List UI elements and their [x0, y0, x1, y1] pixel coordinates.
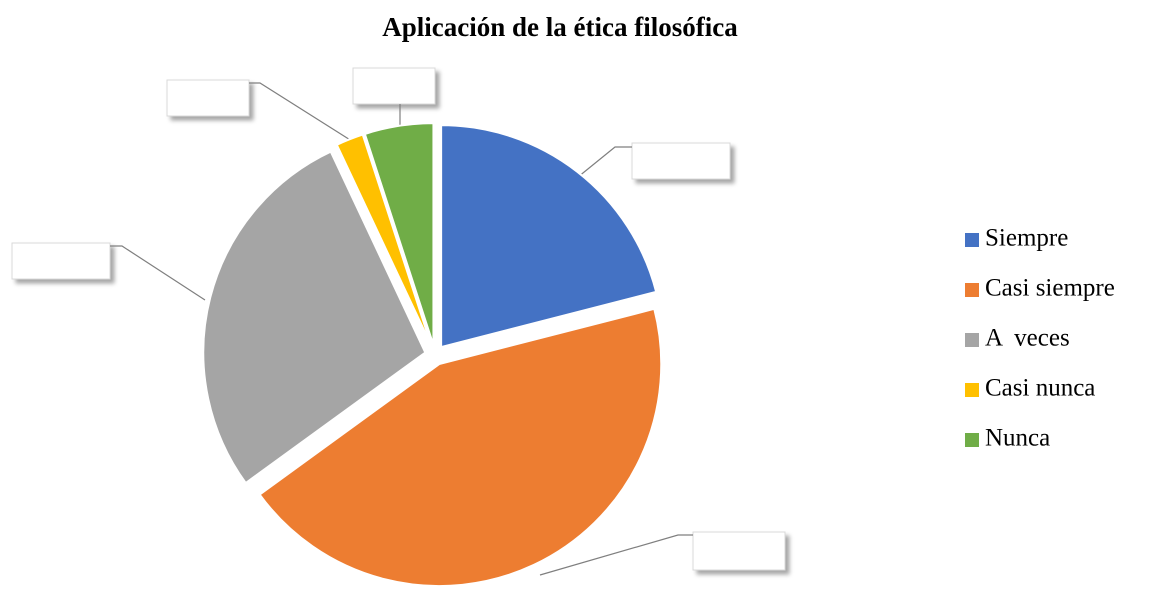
- leader-line: [110, 245, 206, 301]
- legend-swatch: [965, 233, 979, 247]
- legend-label: A veces: [985, 325, 1070, 352]
- pie-slice: [440, 124, 658, 349]
- legend-swatch: [965, 283, 979, 297]
- pie-slice: [202, 150, 427, 485]
- pie-slice: [363, 122, 435, 346]
- legend-label: Casi nunca: [985, 375, 1095, 402]
- legend-label: Nunca: [985, 425, 1050, 452]
- legend-swatch: [965, 383, 979, 397]
- chart-title: Aplicación de la ética filosófica: [382, 12, 738, 42]
- pie-slice: [335, 133, 433, 347]
- leader-line: [539, 534, 693, 576]
- label-box: [11, 242, 111, 280]
- pie-slice: [258, 307, 663, 588]
- legend-swatch: [965, 433, 979, 447]
- legend-label: Siempre: [985, 225, 1068, 252]
- leader-line: [249, 82, 356, 144]
- label-box: [631, 142, 731, 180]
- label-box: [692, 531, 786, 571]
- legend-label: Casi siempre: [985, 275, 1115, 302]
- legend-swatch: [965, 333, 979, 347]
- label-box: [352, 67, 436, 105]
- label-box: [166, 79, 250, 117]
